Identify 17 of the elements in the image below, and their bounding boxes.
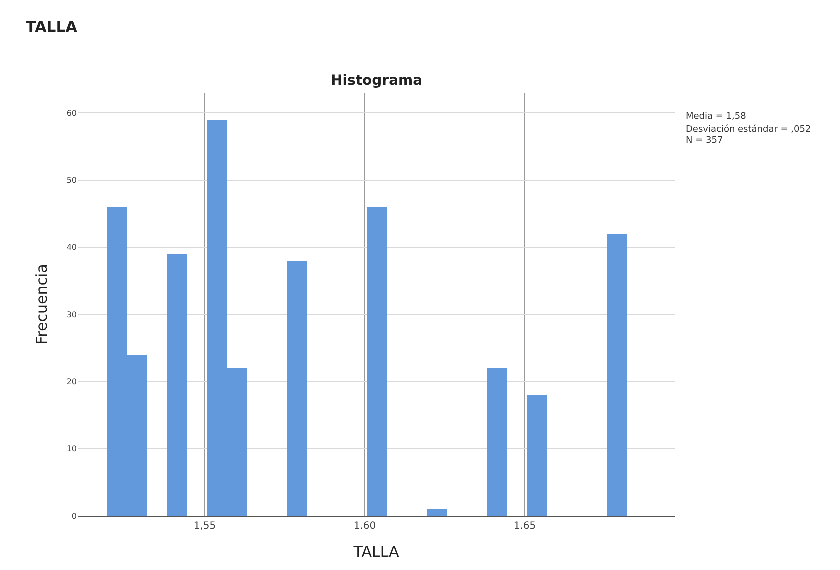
x-tick-label: 1.65 [514, 521, 536, 532]
x-axis-title: TALLA [352, 543, 400, 561]
y-tick-label: 60 [66, 108, 77, 118]
y-tick-label: 40 [66, 243, 77, 252]
y-tick-label: 50 [66, 176, 77, 186]
text: N = 357 [686, 136, 724, 146]
chart-subtitle: Histograma [331, 73, 423, 89]
text: Desviación estándar = ,052 [686, 124, 812, 135]
y-tick-label: 30 [66, 310, 77, 320]
x-tick-label: 1.60 [354, 521, 376, 532]
y-tick-label: 20 [66, 378, 77, 387]
chart-title: TALLA [26, 18, 78, 36]
y-axis-title: Frecuencia [33, 264, 52, 345]
x-tick-label: 1,55 [194, 521, 216, 532]
text: Media = 1,58 [686, 112, 747, 122]
y-tick-label: 10 [66, 444, 77, 454]
y-tick-label: 0 [72, 512, 77, 521]
